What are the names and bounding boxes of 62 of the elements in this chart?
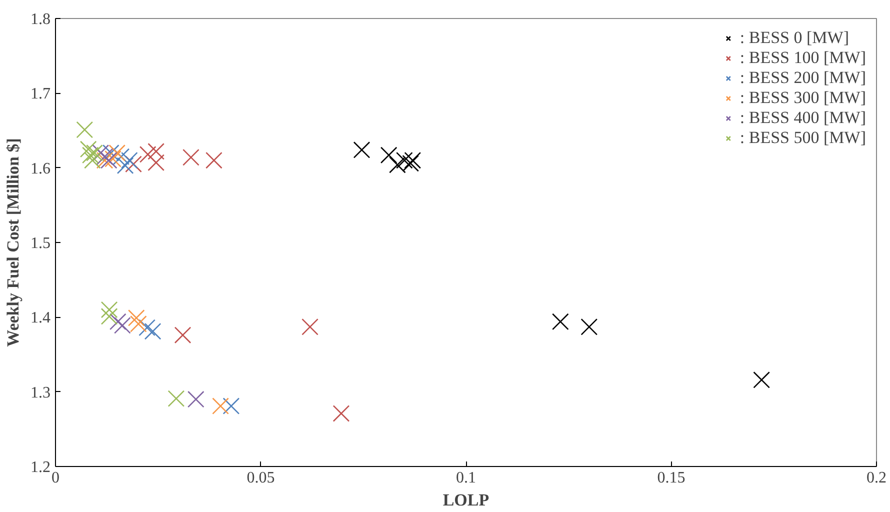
point — [753, 371, 770, 388]
point — [396, 152, 413, 169]
point — [130, 315, 147, 332]
y-tick-label: 1.8 — [30, 11, 50, 28]
point — [100, 152, 118, 169]
point — [109, 313, 126, 330]
y-tick-label: 1.6 — [30, 160, 50, 178]
point — [144, 322, 162, 340]
point — [116, 157, 134, 174]
point — [108, 144, 126, 162]
x-tick-label: 0.2 — [866, 470, 886, 486]
point — [96, 148, 114, 166]
y-axis-title: Weekly Fuel Cost [Million $] — [4, 138, 22, 347]
point — [138, 319, 156, 336]
point — [102, 144, 120, 162]
x-tick-label: 0.1 — [456, 470, 476, 486]
point — [76, 121, 94, 138]
point — [580, 318, 598, 336]
point — [174, 326, 192, 344]
point — [128, 309, 145, 326]
point — [125, 156, 142, 173]
point — [82, 146, 99, 164]
point — [404, 152, 422, 169]
legend-label: : BESS 300 [MW] — [740, 88, 866, 108]
point — [222, 398, 240, 414]
x-tick-label: 0.05 — [246, 470, 275, 486]
x-tick-label: 0.15 — [657, 470, 686, 486]
point — [206, 152, 222, 169]
legend-label: : BESS 200 [MW] — [740, 68, 866, 88]
point — [380, 146, 398, 164]
legend-label: : BESS 100 [MW] — [740, 48, 866, 68]
point — [332, 405, 350, 422]
point — [92, 144, 110, 162]
point — [86, 144, 103, 162]
point — [187, 390, 204, 408]
legend-label: : BESS 400 [MW] — [740, 108, 866, 128]
point — [139, 146, 156, 163]
point — [100, 301, 118, 318]
point — [80, 140, 97, 158]
point — [120, 152, 138, 169]
point — [148, 142, 164, 160]
x-axis-title: LOLP — [442, 490, 490, 510]
legend-label: : BESS 0 [MW] — [740, 28, 849, 48]
point — [353, 141, 370, 158]
y-tick-label: 1.3 — [30, 384, 50, 402]
point — [212, 398, 229, 414]
point — [552, 313, 569, 330]
legend-label: : BESS 500 [MW] — [740, 128, 866, 148]
point — [84, 152, 101, 169]
y-tick-label: 1.5 — [30, 235, 50, 252]
point — [114, 316, 131, 334]
x-tick-label: 0 — [52, 470, 60, 486]
y-tick-label: 1.2 — [30, 459, 50, 476]
point — [104, 150, 122, 168]
point — [96, 152, 114, 169]
y-tick-label: 1.4 — [30, 310, 50, 327]
point — [302, 318, 318, 336]
point — [100, 308, 118, 325]
point — [148, 154, 164, 172]
y-tick-label: 1.7 — [30, 86, 50, 103]
point — [182, 148, 200, 166]
point — [168, 390, 185, 407]
